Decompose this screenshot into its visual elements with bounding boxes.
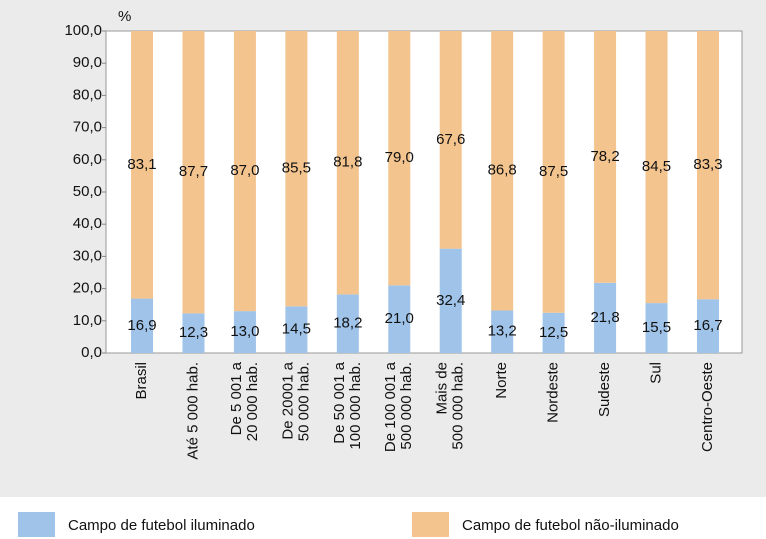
x-tick-label: 20 000 hab. xyxy=(244,362,261,441)
y-tick-label: 30,0 xyxy=(73,247,102,264)
y-tick-label: 90,0 xyxy=(73,54,102,71)
bar-segment xyxy=(594,282,617,353)
bar-segment xyxy=(491,310,514,353)
bar-segment xyxy=(491,31,514,311)
y-tick-label: 20,0 xyxy=(73,280,102,297)
x-tick-label: 50 000 hab. xyxy=(295,362,312,441)
y-axis-label: % xyxy=(118,8,131,25)
data-label: 21,0 xyxy=(385,310,414,327)
bar-segment xyxy=(131,298,154,353)
y-tick-label: 80,0 xyxy=(73,86,102,103)
x-tick-label: 500 000 hab. xyxy=(398,362,415,450)
legend-label: Campo de futebol não-iluminado xyxy=(462,517,679,534)
data-label: 16,7 xyxy=(693,317,722,334)
x-tick-label: 100 000 hab. xyxy=(347,362,364,450)
bar-segment xyxy=(388,285,411,353)
data-label: 13,0 xyxy=(230,323,259,340)
data-label: 18,2 xyxy=(333,315,362,332)
bar-segment xyxy=(233,311,256,353)
y-tick-label: 10,0 xyxy=(73,312,102,329)
bar-segment xyxy=(542,312,565,353)
x-tick-label: Sudeste xyxy=(596,362,613,417)
bar-segment xyxy=(336,31,359,295)
bar-segment xyxy=(182,313,205,353)
bar-segment xyxy=(594,31,617,283)
data-label: 87,7 xyxy=(179,163,208,180)
x-tick-label: De 20001 a xyxy=(279,361,296,439)
bar-segment xyxy=(696,299,719,353)
data-label: 87,5 xyxy=(539,163,568,180)
y-tick-label: 60,0 xyxy=(73,151,102,168)
plot-area xyxy=(105,30,743,354)
data-label: 12,5 xyxy=(539,324,568,341)
x-tick-label: 500 000 hab. xyxy=(450,362,467,450)
bar-segment xyxy=(439,31,462,249)
data-label: 15,5 xyxy=(642,319,671,336)
x-tick-label: Até 5 000 hab. xyxy=(184,362,201,460)
y-tick-label: 70,0 xyxy=(73,119,102,136)
data-label: 85,5 xyxy=(282,160,311,177)
bar-segment xyxy=(388,31,411,286)
x-tick-label: Centro-Oeste xyxy=(699,362,716,452)
data-label: 13,2 xyxy=(488,323,517,340)
data-label: 83,1 xyxy=(127,156,156,173)
legend-label: Campo de futebol iluminado xyxy=(68,517,255,534)
legend-swatch xyxy=(412,512,449,537)
data-label: 78,2 xyxy=(590,148,619,165)
x-tick-label: De 5 001 a xyxy=(228,361,245,435)
bar-segment xyxy=(285,306,308,353)
bar-segment xyxy=(182,31,205,314)
y-tick-label: 40,0 xyxy=(73,215,102,232)
bar-segment xyxy=(285,31,308,307)
bar-segment xyxy=(439,248,462,353)
x-tick-label: Sul xyxy=(647,362,664,384)
bar-segment xyxy=(645,303,668,353)
bar-segment xyxy=(696,31,719,300)
x-tick-label: De 100 001 a xyxy=(382,361,399,452)
data-label: 79,0 xyxy=(385,149,414,166)
data-label: 32,4 xyxy=(436,292,465,309)
data-label: 81,8 xyxy=(333,154,362,171)
bar-segment xyxy=(336,294,359,353)
x-tick-label: De 50 001 a xyxy=(331,361,348,443)
y-tick-label: 50,0 xyxy=(73,183,102,200)
data-label: 16,9 xyxy=(127,317,156,334)
data-label: 21,8 xyxy=(590,309,619,326)
y-tick-label: 100,0 xyxy=(64,22,102,39)
data-label: 12,3 xyxy=(179,324,208,341)
x-tick-label: Nordeste xyxy=(545,362,562,423)
bar-segment xyxy=(131,31,154,299)
data-label: 83,3 xyxy=(693,156,722,173)
data-label: 86,8 xyxy=(488,162,517,179)
data-label: 67,6 xyxy=(436,131,465,148)
legend-swatch xyxy=(18,512,55,537)
bar-segment xyxy=(542,31,565,313)
y-tick-label: 0,0 xyxy=(81,344,102,361)
data-label: 84,5 xyxy=(642,158,671,175)
x-tick-label: Norte xyxy=(493,362,510,399)
data-label: 14,5 xyxy=(282,321,311,338)
x-tick-label: Brasil xyxy=(133,362,150,400)
bar-segment xyxy=(645,31,668,304)
bar-segment xyxy=(233,31,256,312)
x-tick-label: Mais de xyxy=(434,362,451,415)
data-label: 87,0 xyxy=(230,162,259,179)
